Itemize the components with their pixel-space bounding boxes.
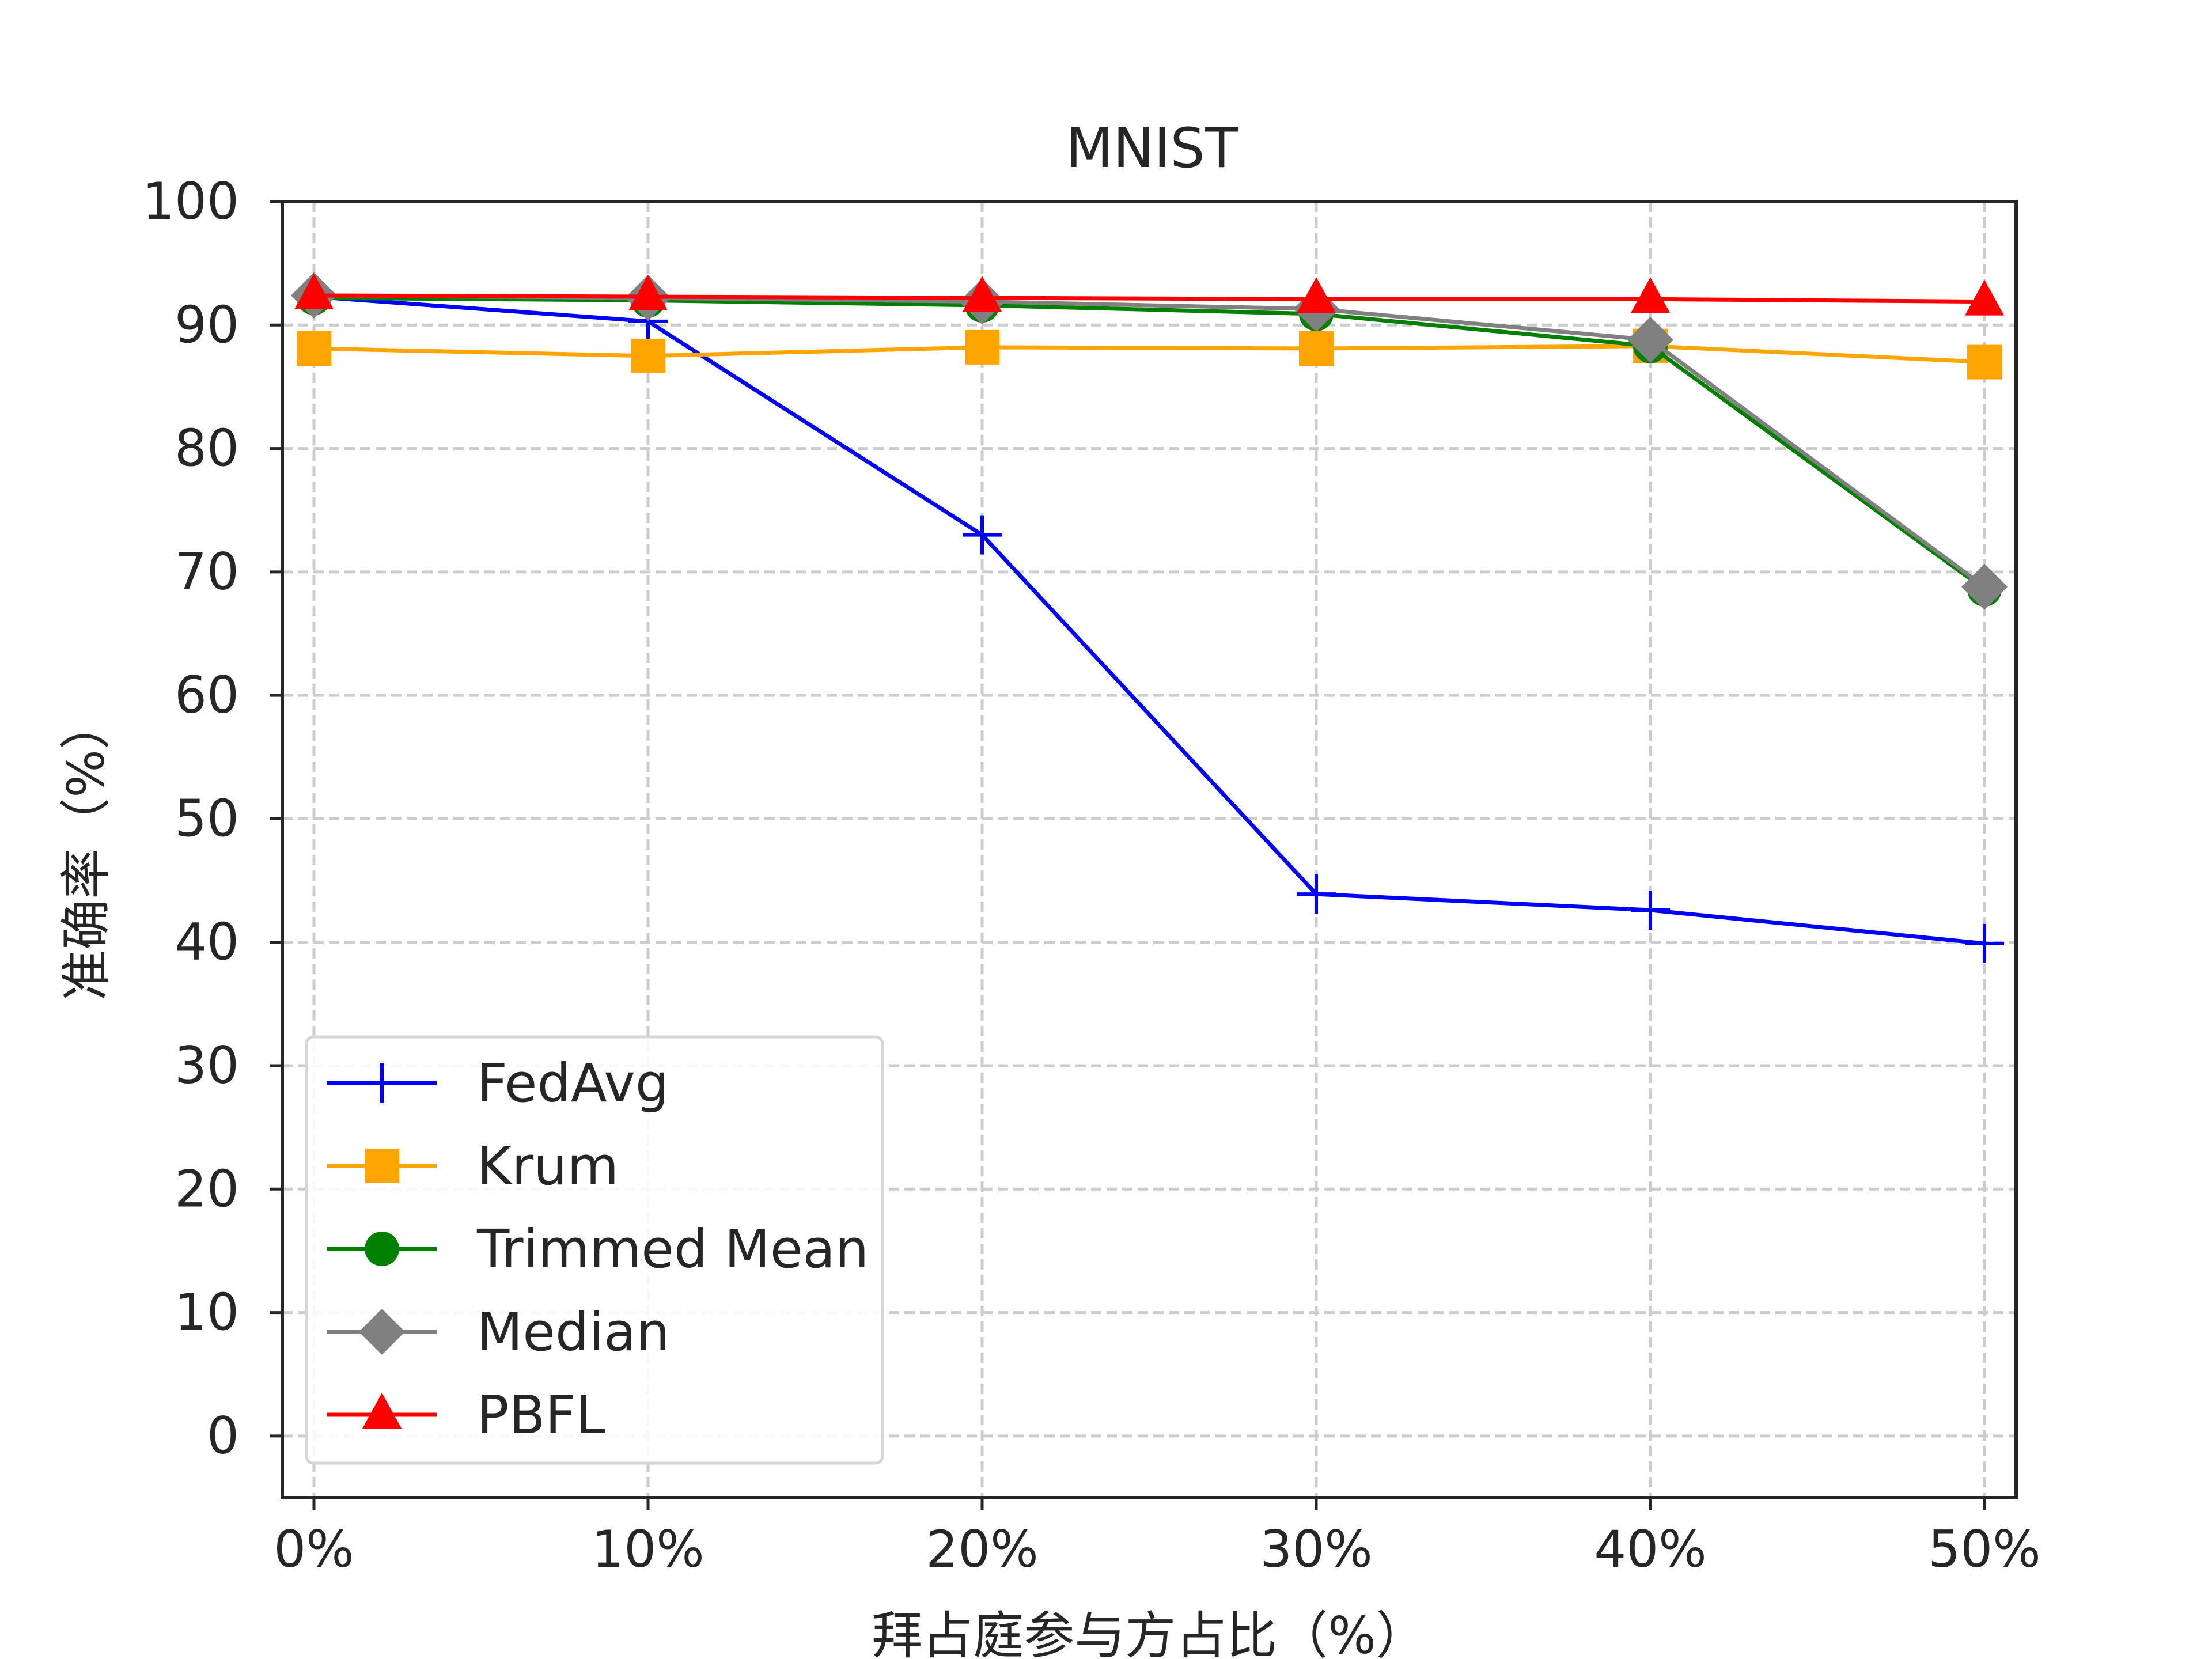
legend-box — [305, 1035, 884, 1465]
legend-label: PBFL — [477, 1384, 605, 1446]
data-point-pbfl — [628, 275, 668, 310]
data-point-pbfl — [963, 276, 1002, 312]
data-point-krum — [1967, 344, 2002, 380]
data-point-pbfl — [294, 273, 334, 309]
data-point-fedavg — [1965, 923, 2004, 963]
legend: FedAvg Krum Trimmed Mean Median PBFL — [305, 1035, 884, 1465]
data-point-krum — [1299, 331, 1334, 366]
legend-label: Krum — [477, 1135, 619, 1197]
series-line-krum — [313, 344, 1985, 365]
x-axis-label: 拜占庭参与方占比（%） — [872, 1606, 1427, 1659]
y-tick-label: 100 — [142, 172, 239, 231]
y-tick-label: 90 — [175, 295, 239, 354]
legend-entry: FedAvg — [327, 1052, 669, 1114]
chart-title: MNIST — [1066, 117, 1238, 180]
data-point-pbfl — [1631, 277, 1670, 313]
y-tick-label: 0 — [207, 1406, 239, 1465]
legend-swatch-marker — [365, 1232, 399, 1266]
grid — [282, 202, 2016, 1498]
data-point-pbfl — [1965, 279, 2004, 316]
plot-frame — [281, 200, 2018, 1499]
series-line-fedavg — [313, 294, 1985, 946]
legend-entry: PBFL — [327, 1384, 605, 1446]
data-point-pbfl — [1297, 277, 1336, 313]
data-point-median — [1627, 317, 1673, 363]
series-line-trimmed-mean — [313, 296, 1986, 591]
legend-label: FedAvg — [477, 1052, 669, 1114]
data-point-krum — [965, 329, 999, 365]
y-tick-label: 50 — [175, 789, 239, 848]
data-point-fedavg — [1297, 874, 1336, 914]
axis-ticks: 0% 10% 20% 30% 40% 50% 0 10 20 30 40 50 60 70 80 90 100 — [142, 172, 2041, 1579]
x-tick-label: 30% — [1260, 1520, 1373, 1579]
y-tick-label: 60 — [175, 665, 239, 725]
data-point-median — [1961, 563, 2008, 610]
legend-swatch-marker — [362, 1063, 402, 1103]
legend-label: Median — [477, 1301, 670, 1363]
y-tick-label: 80 — [175, 419, 239, 478]
y-tick-label: 10 — [175, 1283, 239, 1342]
y-tick-label: 30 — [175, 1036, 239, 1095]
legend-entry: Median — [327, 1301, 670, 1363]
data-point-fedavg — [963, 515, 1002, 555]
x-tick-label: 40% — [1594, 1520, 1707, 1579]
legend-swatch-marker — [359, 1309, 405, 1355]
x-tick-label: 10% — [592, 1520, 704, 1579]
x-tick-label: 0% — [274, 1520, 354, 1579]
data-point-krum — [631, 338, 665, 373]
data-point-krum — [297, 331, 331, 366]
legend-entry: Krum — [327, 1135, 619, 1197]
legend-swatch-marker — [365, 1149, 399, 1183]
x-tick-label: 20% — [926, 1520, 1039, 1579]
y-tick-label: 70 — [175, 542, 239, 601]
series-line-pbfl — [313, 293, 1985, 304]
legend-swatch-marker — [362, 1393, 402, 1429]
legend-entry: Trimmed Mean — [327, 1218, 869, 1280]
plot-series — [291, 272, 2008, 963]
y-axis-label: 准确率（%） — [56, 699, 116, 1001]
x-tick-label: 50% — [1928, 1520, 2041, 1579]
legend-label: Trimmed Mean — [476, 1218, 869, 1280]
data-point-fedavg — [1631, 891, 1670, 930]
y-tick-label: 40 — [175, 912, 239, 972]
y-tick-label: 20 — [175, 1159, 239, 1218]
